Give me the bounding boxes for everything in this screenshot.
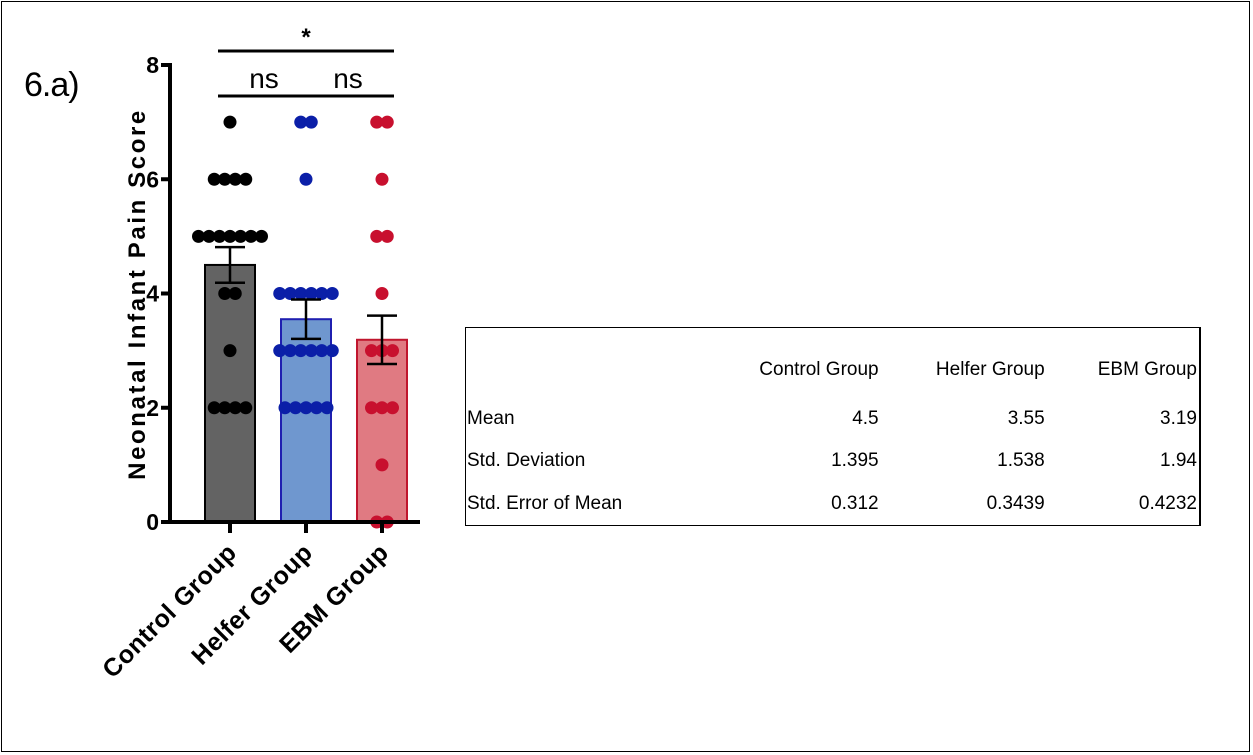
- data-point: [255, 229, 268, 243]
- data-point: [289, 401, 302, 415]
- data-point: [228, 287, 242, 300]
- data-point: [299, 172, 313, 186]
- data-point: [218, 401, 232, 415]
- table-cell: 0.3439: [986, 492, 1045, 514]
- table-cell: 1.395: [831, 450, 879, 472]
- table-cell: 3.55: [1007, 407, 1045, 429]
- stats-table: Control Group Helfer Group EBM Group Mea…: [465, 327, 1201, 526]
- significance-label: ns: [249, 63, 279, 94]
- data-point: [239, 401, 253, 415]
- significance-label: *: [301, 24, 311, 51]
- data-point: [283, 344, 297, 358]
- data-point: [202, 229, 216, 243]
- data-point: [370, 229, 384, 243]
- data-point: [375, 401, 389, 415]
- data-point: [325, 287, 339, 300]
- data-point: [218, 172, 232, 186]
- significance-label: ns: [333, 63, 363, 94]
- data-point: [207, 172, 221, 186]
- data-point: [375, 458, 389, 472]
- data-point: [283, 287, 297, 300]
- data-point: [380, 229, 394, 243]
- y-tick-label: 2: [146, 395, 159, 421]
- table-cell: 0.4232: [1046, 482, 1200, 525]
- column-header: EBM Group: [1046, 328, 1200, 398]
- header-empty-cell: [466, 328, 699, 398]
- table-cell: 0.312: [831, 492, 879, 514]
- data-point: [365, 344, 378, 358]
- data-point: [294, 287, 308, 300]
- data-point: [325, 344, 339, 358]
- x-tick-label: Control Group: [97, 538, 242, 683]
- significance-layer: ns ns *: [218, 24, 394, 98]
- data-point: [223, 344, 237, 358]
- data-point: [386, 344, 399, 358]
- table-cell: 1.94: [1046, 440, 1200, 483]
- data-point: [213, 229, 226, 243]
- data-point: [375, 172, 389, 186]
- data-point: [223, 115, 237, 129]
- data-point: [304, 287, 318, 300]
- data-point: [294, 115, 308, 129]
- column-header: Control Group: [759, 358, 879, 380]
- data-point: [234, 229, 247, 243]
- data-point: [273, 344, 287, 358]
- data-point: [315, 287, 329, 300]
- data-point: [223, 229, 237, 243]
- data-point: [273, 287, 287, 300]
- data-point: [228, 172, 242, 186]
- data-point: [320, 401, 334, 415]
- row-label: Std. Error of Mean: [467, 492, 623, 514]
- row-label: Mean: [467, 407, 515, 429]
- data-point: [304, 115, 318, 129]
- table-header-row: Control Group Helfer Group EBM Group: [466, 328, 1200, 398]
- y-tick-label: 0: [146, 509, 159, 535]
- panel-label: 6.a): [24, 66, 80, 104]
- table-cell: 4.5: [852, 407, 879, 429]
- data-point: [294, 344, 308, 358]
- table-row: Std. Deviation 1.395 1.538 1.94: [466, 440, 1200, 483]
- table-row: Mean 4.5 3.55 3.19: [466, 397, 1200, 440]
- data-point: [310, 401, 323, 415]
- bar: [204, 263, 256, 523]
- data-point: [365, 401, 378, 415]
- data-point: [304, 344, 318, 358]
- data-point: [207, 401, 221, 415]
- data-point: [239, 172, 253, 186]
- data-point: [192, 229, 205, 243]
- data-point: [218, 287, 232, 300]
- data-point: [228, 401, 242, 415]
- table-cell: 3.19: [1046, 397, 1200, 440]
- table-cell: 1.538: [997, 450, 1045, 472]
- data-point: [386, 401, 399, 415]
- table-row: Std. Error of Mean 0.312 0.3439 0.4232: [466, 482, 1200, 525]
- error-bars-layer: [215, 245, 397, 366]
- data-point: [278, 401, 292, 415]
- dots-layer: [192, 115, 399, 529]
- data-point: [299, 401, 313, 415]
- bar: [356, 338, 408, 523]
- data-point: [244, 229, 258, 243]
- y-tick-label: 4: [146, 281, 159, 307]
- data-point: [380, 115, 394, 129]
- data-point: [375, 287, 389, 300]
- data-point: [315, 344, 329, 358]
- data-point: [370, 115, 384, 129]
- row-label: Std. Deviation: [467, 450, 586, 472]
- y-tick-label: 8: [146, 52, 159, 78]
- y-tick-label: 6: [146, 166, 159, 192]
- column-header: Helfer Group: [935, 358, 1045, 380]
- y-axis-label: Neonatal Infant Pain Score: [124, 108, 151, 480]
